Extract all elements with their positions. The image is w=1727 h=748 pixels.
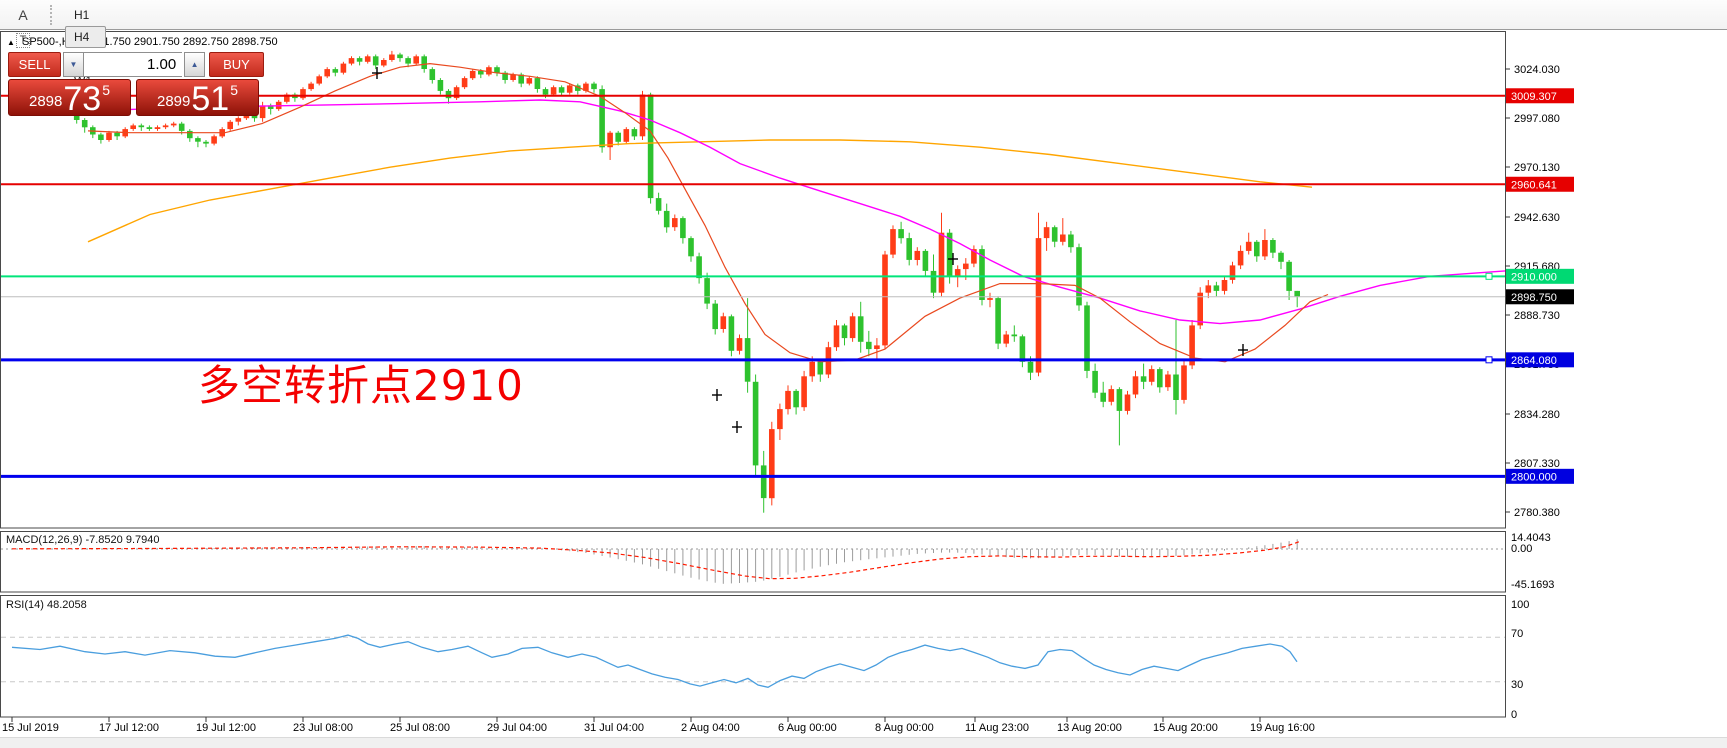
main-toolbar: ▨E▤FAT↔▼ M1M5M15M30H1H4D1W1MN bbox=[0, 0, 1727, 110]
timeframe-button-h4[interactable]: H4 bbox=[65, 25, 107, 48]
text-label-icon[interactable]: T bbox=[8, 28, 38, 54]
symbol-label: SP500-,H4 bbox=[21, 36, 76, 48]
time-tick-label: 19 Aug 16:00 bbox=[1250, 722, 1315, 734]
one-click-trading-panel: SELL ▼ 1.00 ▲ BUY 2898 73 5 2899 51 5 bbox=[8, 52, 265, 116]
rsi-axis-label: 30 bbox=[1511, 679, 1523, 691]
status-strip bbox=[0, 737, 1727, 748]
price-badge-3009.307: 3009.307 bbox=[1511, 91, 1557, 103]
quantity-input[interactable]: 1.00 bbox=[83, 52, 183, 77]
macd-axis-label: 0.00 bbox=[1511, 543, 1532, 555]
macd-axis-label: 14.4043 bbox=[1511, 532, 1551, 544]
time-tick-label: 31 Jul 04:00 bbox=[584, 722, 644, 734]
price-badge-2800.000: 2800.000 bbox=[1511, 471, 1557, 483]
sell-button[interactable]: SELL bbox=[8, 52, 62, 77]
time-tick-label: 8 Aug 00:00 bbox=[875, 722, 934, 734]
buy-price-big: 51 bbox=[191, 80, 230, 118]
macd-label: MACD(12,26,9) -7.8520 9.7940 bbox=[6, 534, 159, 546]
buy-price-sup: 5 bbox=[230, 82, 238, 98]
time-tick-label: 13 Aug 20:00 bbox=[1057, 722, 1122, 734]
buy-price-tile[interactable]: 2899 51 5 bbox=[136, 79, 259, 116]
price-tick-label: 2970.130 bbox=[1514, 162, 1560, 174]
ohlc-values: 2901.750 2901.750 2892.750 2898.750 bbox=[84, 36, 278, 48]
price-badge-2910.000: 2910.000 bbox=[1511, 271, 1557, 283]
quantity-increase-button[interactable]: ▲ bbox=[184, 52, 205, 77]
time-tick-label: 23 Jul 08:00 bbox=[293, 722, 353, 734]
time-tick-label: 29 Jul 04:00 bbox=[487, 722, 547, 734]
rsi-axis-label: 0 bbox=[1511, 709, 1517, 721]
time-axis: 15 Jul 2019 17 Jul 12:00 19 Jul 12:00 23 Ju… bbox=[2, 717, 1315, 734]
buy-button[interactable]: BUY bbox=[208, 52, 265, 77]
horizontal-lines bbox=[1, 94, 1505, 478]
toolbar-grip[interactable] bbox=[50, 4, 56, 25]
text-icon[interactable]: A bbox=[18, 6, 28, 23]
fibonacci-grid-icon[interactable]: ▤F bbox=[8, 0, 38, 2]
rsi-line bbox=[11, 634, 1298, 688]
chart-ohlc-header: ▲ SP500-,H4 2901.750 2901.750 2892.750 2… bbox=[7, 36, 278, 48]
buy-price-small: 2899 bbox=[157, 93, 191, 110]
chart-text-annotation[interactable]: 多空转折点2910 bbox=[198, 361, 524, 410]
price-badge-2864.080: 2864.080 bbox=[1511, 355, 1557, 367]
price-tick-label: 2942.630 bbox=[1514, 212, 1560, 224]
price-tick-label: 2807.330 bbox=[1514, 458, 1560, 470]
sell-price-sup: 5 bbox=[102, 82, 110, 98]
time-tick-label: 2 Aug 04:00 bbox=[681, 722, 740, 734]
time-tick-label: 6 Aug 00:00 bbox=[778, 722, 837, 734]
candlestick-series bbox=[9, 50, 1300, 513]
time-tick-label: 17 Jul 12:00 bbox=[99, 722, 159, 734]
price-tick-label: 2997.080 bbox=[1514, 113, 1560, 125]
time-tick-label: 15 Aug 20:00 bbox=[1153, 722, 1218, 734]
sell-price-small: 2898 bbox=[29, 93, 63, 110]
sell-price-big: 73 bbox=[63, 80, 102, 118]
collapse-triangle-icon[interactable]: ▲ bbox=[7, 38, 15, 47]
time-tick-label: 19 Jul 12:00 bbox=[196, 722, 256, 734]
macd-signal-line bbox=[11, 540, 1301, 580]
rsi-label: RSI(14) 48.2058 bbox=[6, 599, 87, 611]
time-tick-label: 11 Aug 23:00 bbox=[965, 722, 1029, 734]
rsi-pane: RSI(14) 48.2058 100 70 30 0 bbox=[1, 599, 1529, 721]
time-tick-label: 15 Jul 2019 bbox=[2, 722, 59, 734]
moving-averages bbox=[87, 62, 1506, 363]
ma-medium-line bbox=[87, 99, 1506, 325]
time-tick-label: 25 Jul 08:00 bbox=[390, 722, 450, 734]
price-tick-label: 2780.380 bbox=[1514, 507, 1560, 519]
price-tick-label: 2834.280 bbox=[1514, 409, 1560, 421]
cross-markers[interactable] bbox=[372, 67, 1248, 433]
macd-axis-label: -45.1693 bbox=[1511, 579, 1554, 591]
rsi-axis-label: 100 bbox=[1511, 599, 1529, 611]
sell-price-tile[interactable]: 2898 73 5 bbox=[8, 79, 131, 116]
price-badge-2960.641: 2960.641 bbox=[1511, 179, 1557, 191]
rsi-axis-label: 70 bbox=[1511, 628, 1523, 640]
price-tick-label: 3024.030 bbox=[1514, 64, 1560, 76]
price-axis: 3024.0302997.0802970.1302942.6302915.680… bbox=[1505, 64, 1574, 519]
timeframe-button-h1[interactable]: H1 bbox=[74, 7, 90, 22]
price-tick-label: 2888.730 bbox=[1514, 310, 1560, 322]
ma-slow-line bbox=[87, 139, 1313, 243]
quantity-decrease-button[interactable]: ▼ bbox=[63, 52, 84, 77]
timeframe-button-m30[interactable]: M30 bbox=[65, 0, 106, 4]
ma-fast-line bbox=[87, 62, 1329, 363]
price-badge-2898.750: 2898.750 bbox=[1511, 292, 1557, 304]
